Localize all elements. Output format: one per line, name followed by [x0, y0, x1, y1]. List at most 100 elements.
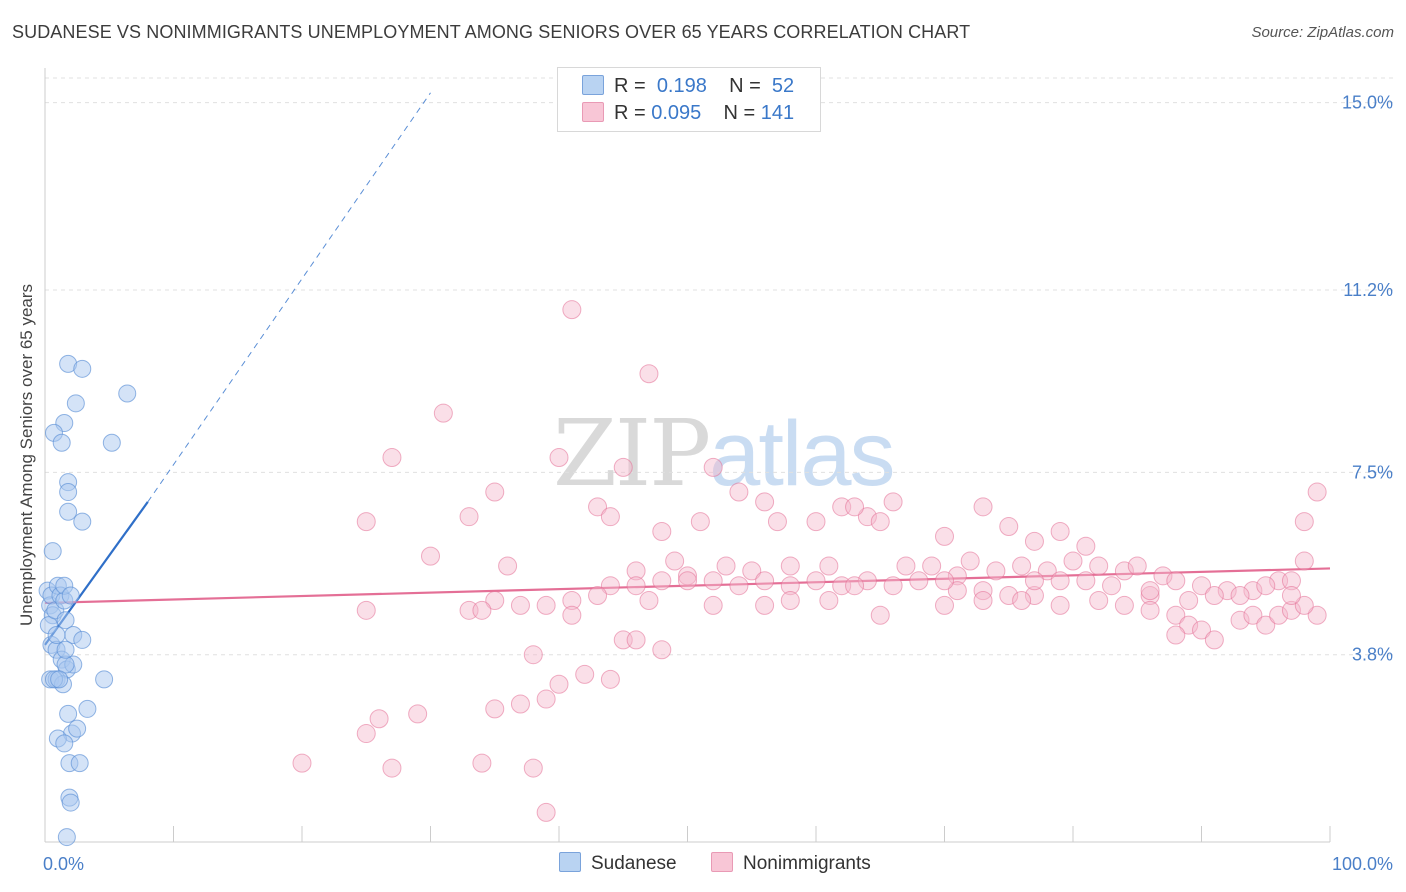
point-nonimmigrants-47: [1114, 561, 1134, 581]
point-nonimmigrants-87: [510, 595, 530, 615]
point-nonimmigrants-80: [678, 571, 697, 591]
point-nonimmigrants-83: [600, 576, 620, 596]
point-nonimmigrants-130: [356, 724, 376, 744]
point-nonimmigrants-135: [536, 802, 556, 822]
point-sudanese-51: [56, 640, 75, 659]
point-nonimmigrants-82: [626, 576, 646, 596]
point-sudanese-23: [78, 699, 97, 718]
point-nonimmigrants-57: [1294, 512, 1314, 532]
point-sudanese-29: [61, 793, 80, 812]
point-nonimmigrants-137: [845, 576, 865, 596]
point-nonimmigrants-129: [369, 709, 389, 729]
point-nonimmigrants-75: [806, 571, 826, 591]
point-nonimmigrants-35: [742, 561, 762, 581]
point-nonimmigrants-121: [523, 645, 543, 665]
point-sudanese-43: [43, 542, 62, 561]
point-nonimmigrants-56: [1307, 482, 1327, 502]
point-nonimmigrants-37: [819, 556, 839, 576]
point-nonimmigrants-104: [1114, 595, 1134, 615]
point-nonimmigrants-14: [652, 521, 672, 541]
point-sudanese-50: [68, 719, 87, 738]
point-nonimmigrants-60: [1230, 586, 1250, 606]
point-sudanese-9: [56, 611, 75, 630]
y-tick-label-2: 11.2%: [1343, 280, 1393, 300]
point-nonimmigrants-127: [485, 699, 505, 719]
chart-title: SUDANESE VS NONIMMIGRANTS UNEMPLOYMENT A…: [12, 22, 971, 42]
point-nonimmigrants-12: [459, 507, 479, 527]
point-nonimmigrants-120: [652, 640, 672, 660]
point-nonimmigrants-50: [1166, 571, 1186, 591]
legend-row-sudanese: R = 0.198 N = 52: [582, 75, 794, 99]
point-nonimmigrants-124: [549, 674, 569, 694]
point-nonimmigrants-106: [1166, 605, 1186, 625]
point-nonimmigrants-101: [1012, 590, 1032, 610]
point-nonimmigrants-113: [1269, 605, 1289, 625]
point-nonimmigrants-25: [999, 517, 1019, 537]
point-nonimmigrants-73: [857, 571, 877, 591]
point-nonimmigrants-116: [1294, 595, 1314, 615]
legend-row-nonimmigrants: R = 0.095 N = 141: [582, 102, 794, 126]
point-sudanese-37: [52, 433, 71, 452]
point-nonimmigrants-88: [485, 590, 505, 610]
point-nonimmigrants-103: [1089, 590, 1109, 610]
point-nonimmigrants-68: [999, 586, 1019, 606]
point-nonimmigrants-1: [639, 364, 659, 384]
point-nonimmigrants-20: [870, 512, 890, 532]
point-sudanese-38: [102, 433, 121, 452]
point-nonimmigrants-125: [510, 694, 530, 714]
point-nonimmigrants-95: [755, 595, 775, 615]
point-nonimmigrants-45: [1063, 551, 1083, 571]
point-nonimmigrants-6: [703, 457, 723, 477]
point-nonimmigrants-111: [1243, 605, 1263, 625]
point-nonimmigrants-10: [755, 492, 775, 512]
point-nonimmigrants-29: [421, 546, 440, 566]
point-nonimmigrants-119: [626, 630, 646, 650]
point-nonimmigrants-123: [600, 669, 620, 689]
legend-swatch-sudanese: [582, 75, 604, 95]
point-nonimmigrants-99: [935, 595, 954, 615]
source-label: Source: ZipAtlas.com: [1251, 24, 1394, 41]
point-nonimmigrants-32: [665, 551, 685, 571]
trend-sudanese-extension: [147, 92, 431, 503]
point-nonimmigrants-102: [1050, 595, 1070, 615]
point-nonimmigrants-43: [1012, 556, 1032, 576]
point-nonimmigrants-139: [1024, 571, 1044, 591]
data-points: [38, 300, 1327, 847]
point-sudanese-20: [95, 670, 114, 689]
point-nonimmigrants-109: [1204, 630, 1224, 650]
point-nonimmigrants-126: [536, 689, 556, 709]
point-sudanese-46: [47, 625, 66, 644]
point-nonimmigrants-40: [947, 566, 967, 586]
point-nonimmigrants-26: [1024, 531, 1044, 551]
point-sudanese-32: [73, 359, 92, 378]
point-sudanese-30: [57, 828, 76, 847]
point-nonimmigrants-55: [1294, 551, 1314, 571]
point-nonimmigrants-5: [613, 457, 633, 477]
point-nonimmigrants-62: [1179, 590, 1199, 610]
point-nonimmigrants-92: [562, 605, 582, 625]
point-nonimmigrants-133: [472, 753, 492, 773]
point-nonimmigrants-76: [780, 576, 800, 596]
y-tick-label-1: 7.5%: [1352, 462, 1393, 482]
watermark: ZIPatlas: [553, 400, 896, 507]
point-nonimmigrants-8: [485, 482, 505, 502]
point-nonimmigrants-97: [819, 590, 839, 610]
point-sudanese-34: [66, 394, 85, 413]
point-nonimmigrants-131: [292, 753, 312, 773]
point-nonimmigrants-52: [1217, 581, 1237, 601]
point-nonimmigrants-64: [1102, 576, 1122, 596]
point-nonimmigrants-67: [1024, 586, 1044, 606]
point-nonimmigrants-65: [1076, 571, 1096, 591]
point-nonimmigrants-27: [1050, 521, 1070, 541]
point-nonimmigrants-98: [870, 605, 890, 625]
point-nonimmigrants-33: [678, 566, 697, 586]
point-nonimmigrants-70: [947, 581, 967, 601]
point-nonimmigrants-128: [408, 704, 428, 724]
point-nonimmigrants-81: [652, 571, 672, 591]
axes: [44, 68, 1331, 843]
point-sudanese-15: [73, 630, 92, 649]
point-nonimmigrants-22: [883, 492, 903, 512]
x-tick-label-min: 0.0%: [43, 854, 84, 874]
point-nonimmigrants-110: [1230, 610, 1250, 630]
point-sudanese-45: [61, 586, 80, 605]
